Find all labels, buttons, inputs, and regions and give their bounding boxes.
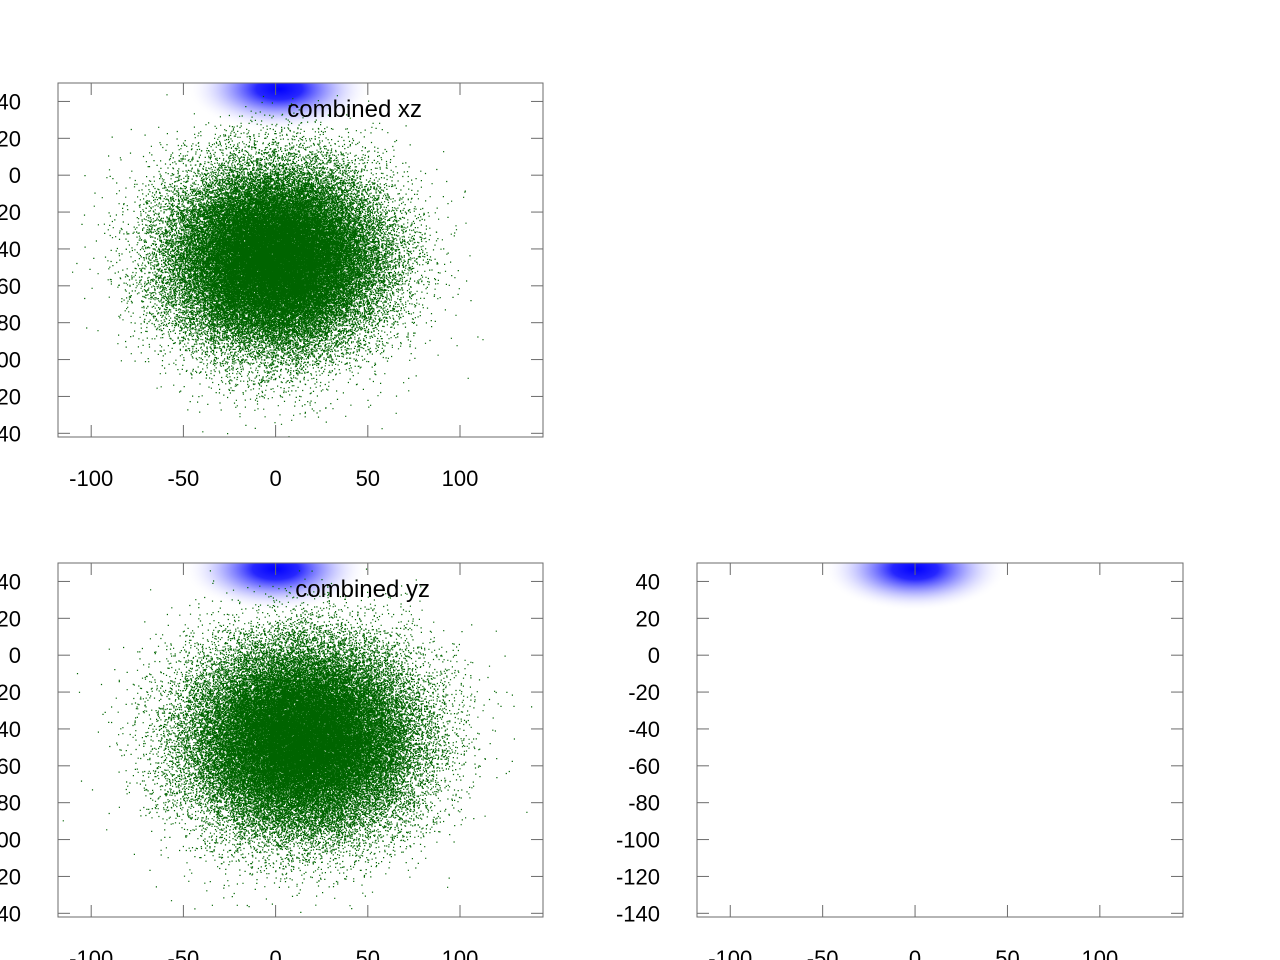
x-tick-label: -100: [69, 946, 113, 960]
x-tick-label: 50: [356, 946, 380, 960]
x-tick-label: -50: [807, 946, 839, 960]
y-tick-label: -40: [628, 717, 660, 742]
x-tick-label: 50: [995, 946, 1019, 960]
y-tick-label: -80: [0, 791, 21, 816]
y-tick-label: 20: [636, 606, 660, 631]
y-tick-label: -60: [628, 754, 660, 779]
x-tick-label: 0: [269, 466, 281, 491]
y-tick-label: -80: [0, 311, 21, 336]
x-tick-label: -50: [168, 946, 200, 960]
y-tick-label: -80: [628, 791, 660, 816]
y-tick-label: 0: [9, 163, 21, 188]
panel-empty: -100 -50 0 50 100 40 20 0 -20 -40 -60 -80 -100 -120 -1…: [616, 527, 1183, 960]
y-tick-label: -120: [0, 384, 21, 409]
x-tick-label: 0: [269, 946, 281, 960]
y-tick-label: -120: [0, 864, 21, 889]
x-tick-label: -50: [168, 466, 200, 491]
y-tick-label: 0: [648, 643, 660, 668]
ticks-empty: -100 -50 0 50 100 40 20 0 -20 -40 -60 -80 -100 -120 -1…: [616, 563, 1183, 960]
y-tick-label: -20: [0, 680, 21, 705]
y-tick-label: -60: [0, 754, 21, 779]
x-tick-label: -100: [69, 466, 113, 491]
y-tick-label: -120: [616, 864, 660, 889]
x-tick-label: 100: [1081, 946, 1118, 960]
y-tick-label: -100: [0, 828, 21, 853]
x-tick-label: -100: [708, 946, 752, 960]
y-tick-label: -40: [0, 717, 21, 742]
x-tick-label: 0: [909, 946, 921, 960]
panel-combined-xz: -100 -50 0 50 100 40 20 0 -20 -40 -60 -80 -100 -120 -1…: [0, 47, 561, 491]
y-tick-label: 40: [636, 569, 660, 594]
scatter-point-cloud: [72, 94, 561, 463]
y-tick-label: 40: [0, 569, 21, 594]
y-tick-label: -100: [0, 348, 21, 373]
y-tick-label: -60: [0, 274, 21, 299]
x-tick-label: 100: [442, 466, 479, 491]
x-tick-label: 100: [442, 946, 479, 960]
y-tick-label: 40: [0, 89, 21, 114]
plot-title-yz: combined yz: [295, 576, 430, 603]
y-tick-label: -40: [0, 237, 21, 262]
y-tick-label: 20: [0, 606, 21, 631]
y-tick-label: -140: [0, 421, 21, 446]
y-tick-label: 0: [9, 643, 21, 668]
y-tick-label: -140: [0, 901, 21, 926]
scatter-points-xz: [72, 94, 561, 463]
plot-frame-empty: [697, 563, 1183, 917]
y-tick-label: -20: [0, 200, 21, 225]
plot-title-xz: combined xz: [287, 96, 422, 123]
y-tick-label: -20: [628, 680, 660, 705]
y-tick-label: 20: [0, 126, 21, 151]
panel-combined-yz: -100 -50 0 50 100 40 20 0 -20 -40 -60 -80 -100 -120 -1…: [0, 508, 543, 960]
x-tick-label: 50: [356, 466, 380, 491]
y-tick-label: -100: [616, 828, 660, 853]
y-tick-label: -140: [616, 901, 660, 926]
